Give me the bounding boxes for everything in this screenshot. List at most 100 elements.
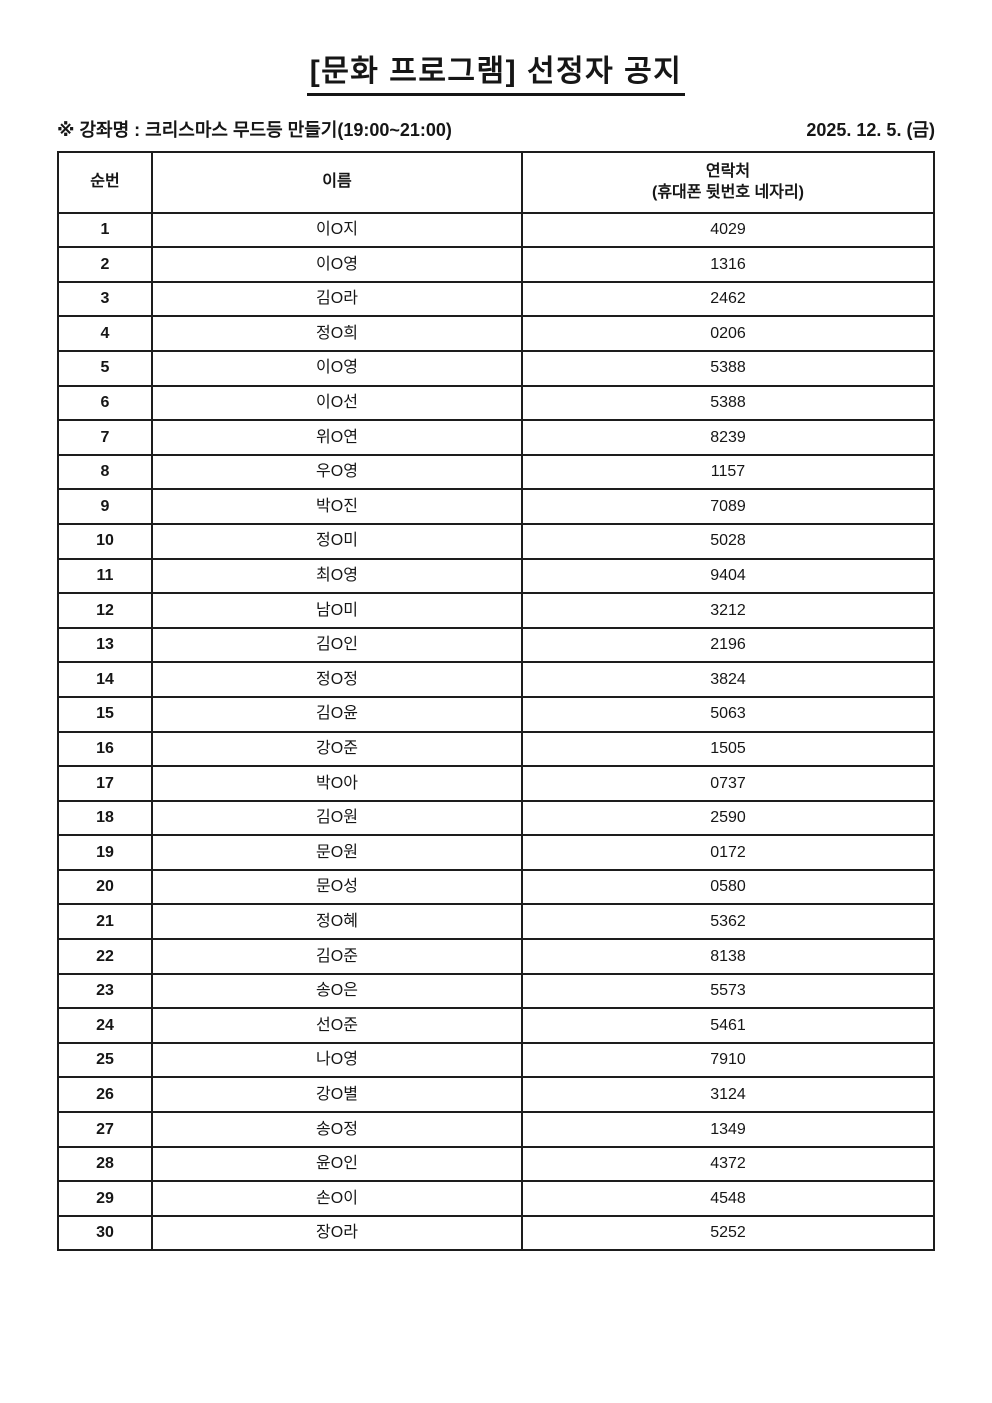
col-header-contact-line1: 연락처 [705, 162, 751, 180]
col-header-contact: 연락처 (휴대폰 뒷번호 네자리) [521, 150, 935, 214]
table-row: 7 위O연 8239 [57, 419, 935, 456]
table-row: 4 정O희 0206 [57, 315, 935, 352]
contact-cell: 0580 [521, 868, 935, 906]
col-header-name: 이름 [151, 150, 523, 214]
name-cell: 나O영 [151, 1041, 523, 1079]
contact-cell: 4029 [521, 211, 935, 249]
date-label: 2025. 12. 5. (금) [806, 120, 935, 140]
contact-cell: 8239 [521, 419, 935, 456]
name-cell: 송O은 [151, 972, 523, 1010]
table-row: 24 선O준 5461 [57, 1007, 935, 1044]
contact-cell: 5461 [521, 1007, 935, 1044]
row-number-cell: 4 [57, 315, 153, 352]
contact-cell: 7910 [521, 1041, 935, 1079]
table-row: 2 이O영 1316 [57, 246, 935, 283]
name-cell: 강O준 [151, 730, 523, 768]
table-row: 30 장O라 5252 [57, 1214, 935, 1252]
table-row: 1 이O지 4029 [57, 211, 935, 249]
course-name-label: ※ 강좌명 : 크리스마스 무드등 만들기(19:00~21:00) [57, 120, 452, 140]
row-number-cell: 12 [57, 592, 153, 629]
table-row: 26 강O별 3124 [57, 1076, 935, 1114]
contact-cell: 5063 [521, 695, 935, 733]
name-cell: 이O지 [151, 211, 523, 249]
contact-cell: 4372 [521, 1145, 935, 1183]
row-number-cell: 27 [57, 1111, 153, 1148]
contact-cell: 1157 [521, 453, 935, 491]
contact-cell: 5028 [521, 522, 935, 560]
row-number-cell: 17 [57, 765, 153, 802]
row-number-cell: 9 [57, 488, 153, 525]
table-row: 12 남O미 3212 [57, 592, 935, 629]
table-row: 15 김O윤 5063 [57, 695, 935, 733]
contact-cell: 5388 [521, 349, 935, 387]
table-row: 8 우O영 1157 [57, 453, 935, 491]
name-cell: 정O정 [151, 661, 523, 698]
row-number-cell: 14 [57, 661, 153, 698]
selectee-table: 순번 이름 연락처 (휴대폰 뒷번호 네자리) 1 이O지 4029 2 이O영 [57, 150, 935, 1252]
name-cell: 김O라 [151, 280, 523, 318]
name-cell: 선O준 [151, 1007, 523, 1044]
table-row: 27 송O정 1349 [57, 1111, 935, 1148]
name-cell: 박O아 [151, 765, 523, 802]
row-number-cell: 6 [57, 384, 153, 422]
table-row: 20 문O성 0580 [57, 868, 935, 906]
contact-cell: 3124 [521, 1076, 935, 1114]
contact-cell: 2462 [521, 280, 935, 318]
table-row: 13 김O인 2196 [57, 626, 935, 664]
contact-cell: 1505 [521, 730, 935, 768]
row-number-cell: 13 [57, 626, 153, 664]
contact-cell: 9404 [521, 557, 935, 595]
table-row: 18 김O원 2590 [57, 799, 935, 837]
name-cell: 이O영 [151, 349, 523, 387]
contact-cell: 0172 [521, 834, 935, 871]
row-number-cell: 30 [57, 1214, 153, 1252]
contact-cell: 4548 [521, 1180, 935, 1217]
name-cell: 박O진 [151, 488, 523, 525]
row-number-cell: 18 [57, 799, 153, 837]
table-row: 9 박O진 7089 [57, 488, 935, 525]
table-row: 23 송O은 5573 [57, 972, 935, 1010]
row-number-cell: 7 [57, 419, 153, 456]
name-cell: 위O연 [151, 419, 523, 456]
name-cell: 문O성 [151, 868, 523, 906]
table-row: 5 이O영 5388 [57, 349, 935, 387]
name-cell: 김O인 [151, 626, 523, 664]
name-cell: 손O이 [151, 1180, 523, 1217]
contact-cell: 0206 [521, 315, 935, 352]
row-number-cell: 10 [57, 522, 153, 560]
row-number-cell: 21 [57, 903, 153, 941]
row-number-cell: 16 [57, 730, 153, 768]
contact-cell: 2590 [521, 799, 935, 837]
contact-cell: 5388 [521, 384, 935, 422]
row-number-cell: 23 [57, 972, 153, 1010]
name-cell: 정O혜 [151, 903, 523, 941]
name-cell: 장O라 [151, 1214, 523, 1252]
row-number-cell: 19 [57, 834, 153, 871]
row-number-cell: 15 [57, 695, 153, 733]
row-number-cell: 2 [57, 246, 153, 283]
row-number-cell: 1 [57, 211, 153, 249]
meta-row: ※ 강좌명 : 크리스마스 무드등 만들기(19:00~21:00) 2025.… [57, 120, 935, 142]
col-header-number: 순번 [57, 150, 153, 214]
header-row: 순번 이름 연락처 (휴대폰 뒷번호 네자리) [57, 150, 935, 214]
table-body: 1 이O지 4029 2 이O영 1316 3 김O라 2462 4 [57, 211, 935, 1252]
row-number-cell: 22 [57, 938, 153, 975]
row-number-cell: 26 [57, 1076, 153, 1114]
table-row: 28 윤O인 4372 [57, 1145, 935, 1183]
row-number-cell: 24 [57, 1007, 153, 1044]
contact-cell: 5573 [521, 972, 935, 1010]
contact-cell: 3824 [521, 661, 935, 698]
name-cell: 김O준 [151, 938, 523, 975]
row-number-cell: 29 [57, 1180, 153, 1217]
row-number-cell: 8 [57, 453, 153, 491]
table-row: 14 정O정 3824 [57, 661, 935, 698]
table-row: 17 박O아 0737 [57, 765, 935, 802]
table-row: 11 최O영 9404 [57, 557, 935, 595]
name-cell: 김O윤 [151, 695, 523, 733]
contact-cell: 1316 [521, 246, 935, 283]
col-header-contact-line2: (휴대폰 뒷번호 네자리) [651, 184, 805, 202]
contact-cell: 8138 [521, 938, 935, 975]
table-row: 21 정O혜 5362 [57, 903, 935, 941]
table-row: 10 정O미 5028 [57, 522, 935, 560]
